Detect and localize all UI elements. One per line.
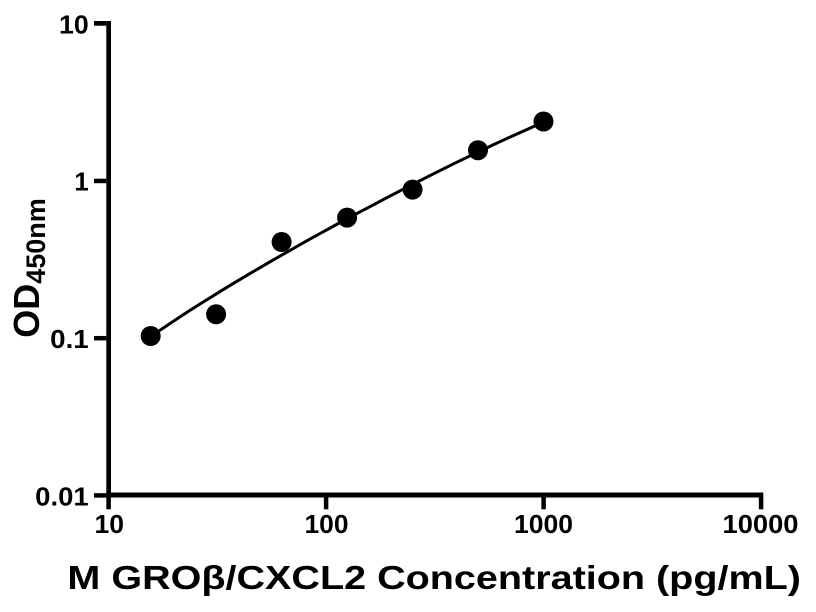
svg-text:1000: 1000 (514, 509, 573, 539)
svg-text:M GROβ/CXCL2 Concentration (pg: M GROβ/CXCL2 Concentration (pg/mL) (67, 559, 801, 596)
svg-text:100: 100 (305, 509, 349, 539)
svg-text:10: 10 (95, 509, 125, 539)
svg-text:0.1: 0.1 (50, 324, 89, 354)
svg-text:1: 1 (74, 167, 88, 197)
svg-text:0.01: 0.01 (35, 481, 89, 511)
svg-text:10: 10 (59, 10, 89, 40)
svg-text:10000: 10000 (723, 509, 799, 539)
